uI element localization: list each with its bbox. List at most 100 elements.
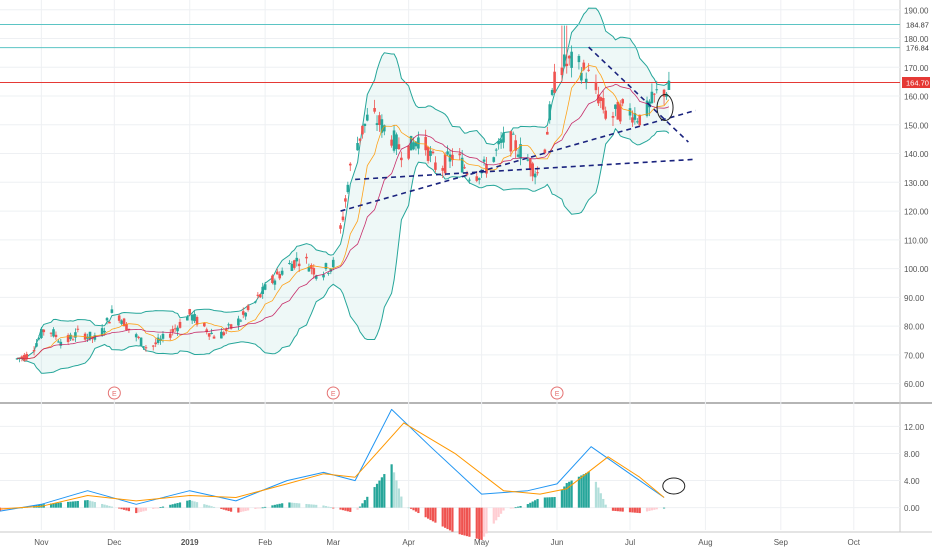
macd-histogram-bar	[159, 507, 162, 508]
candle-body	[378, 115, 381, 126]
macd-histogram-bar	[118, 507, 121, 509]
earnings-marker	[107, 386, 121, 400]
candle-body	[616, 101, 620, 120]
macd-histogram-bar	[52, 503, 55, 508]
price-tick-label: 180.00	[904, 35, 929, 44]
macd-histogram-bar	[604, 504, 607, 508]
candle-body	[655, 89, 659, 91]
price-level-label: 184.87	[906, 21, 929, 30]
earnings-marker-label: E	[555, 391, 560, 398]
candle-body	[653, 93, 656, 95]
macd-histogram-bar	[446, 507, 449, 530]
macd-histogram-bar	[633, 507, 636, 513]
candle-body	[650, 91, 654, 104]
macd-histogram-bar	[225, 507, 228, 511]
candle-body	[363, 123, 367, 127]
macd-histogram-bar	[135, 507, 138, 514]
macd-histogram-bar	[602, 498, 605, 508]
macd-histogram-bar	[380, 477, 383, 508]
macd-histogram-bar	[74, 501, 77, 508]
candle-body	[339, 225, 342, 229]
candle-body	[100, 328, 104, 336]
candle-body	[134, 334, 138, 338]
earnings-marker	[326, 386, 340, 400]
candle-body	[417, 137, 420, 149]
candle-body	[443, 154, 447, 174]
macd-histogram-bar	[69, 501, 72, 508]
macd-histogram-bar	[628, 507, 632, 513]
candle-body	[329, 268, 333, 272]
macd-histogram-bar	[298, 503, 301, 508]
macd-histogram-bar	[276, 504, 279, 508]
candle-body	[344, 198, 347, 202]
macd-histogram-bar	[188, 500, 191, 508]
candle-body	[15, 358, 19, 360]
candle-body	[499, 139, 503, 143]
macd-histogram-bar	[174, 503, 177, 508]
candle-body	[380, 119, 384, 133]
candle-body	[431, 151, 435, 154]
macd-histogram-bar	[594, 481, 598, 508]
macd-histogram-bar	[171, 504, 174, 508]
candle-body	[348, 163, 352, 166]
macd-histogram-bar	[495, 507, 498, 521]
macd-histogram-bar	[392, 472, 396, 508]
macd-histogram-bar	[76, 500, 79, 508]
macd-histogram-bar	[400, 496, 403, 508]
candle-body	[195, 316, 199, 325]
candle-body	[341, 216, 345, 221]
candle-body	[429, 150, 432, 156]
candle-body	[244, 312, 247, 317]
macd-histogram-bar	[259, 507, 262, 509]
price-tick-label: 140.00	[904, 150, 929, 159]
axes: 190.00 180.00 170.00 160.00 150.00 140.00 130.…	[34, 6, 929, 547]
macd-histogram-bar	[332, 507, 335, 509]
macd-histogram-bar	[390, 464, 393, 508]
trendline	[340, 109, 696, 212]
candle-body	[526, 159, 530, 161]
candle-body	[621, 99, 625, 104]
macd-tick-label: 8.00	[904, 450, 920, 459]
macd-histogram-bar	[580, 475, 583, 508]
macd-histogram-bar	[242, 507, 245, 512]
candle-body	[35, 343, 38, 347]
candle-body	[633, 113, 637, 120]
candle-body	[57, 341, 60, 343]
macd-histogram-bar	[49, 503, 53, 508]
macd-histogram-bar	[492, 507, 495, 524]
candle-body	[205, 329, 209, 333]
macd-histogram-bar	[315, 504, 318, 508]
candle-body	[645, 100, 649, 116]
macd-histogram-bar	[585, 472, 588, 508]
macd-histogram-bar	[154, 507, 157, 509]
price-tick-label: 60.00	[904, 380, 925, 389]
macd-histogram-bar	[480, 507, 483, 540]
macd-histogram-bar	[273, 504, 276, 508]
price-level-tag	[902, 77, 930, 89]
time-tick-label: Apr	[402, 538, 415, 547]
macd-histogram-bar	[517, 506, 520, 508]
time-tick-label: Oct	[848, 538, 861, 547]
macd-histogram-bar	[548, 497, 551, 508]
candle-body	[373, 108, 376, 112]
candle-body	[71, 339, 75, 341]
earnings-marker	[550, 386, 564, 400]
price-tick-label: 130.00	[904, 179, 929, 188]
macd-histogram-bar	[614, 507, 617, 512]
candle-body	[176, 327, 179, 332]
bollinger-lower	[16, 127, 670, 374]
macd-histogram-bar	[412, 507, 415, 511]
price-level-tag	[901, 18, 931, 31]
macd-histogram-bar	[139, 507, 143, 512]
candle-body	[463, 167, 466, 169]
macd-histogram-bar	[568, 481, 571, 508]
candle-body	[178, 321, 182, 328]
candle-body	[25, 353, 29, 360]
macd-histogram-bar	[631, 507, 634, 513]
macd-histogram-bar	[120, 507, 123, 510]
candle-body	[137, 336, 140, 338]
macd-histogram-bar	[482, 507, 486, 537]
macd-histogram-bar	[543, 497, 546, 508]
candle-body	[103, 330, 106, 333]
macd-histogram-bar	[458, 507, 461, 535]
